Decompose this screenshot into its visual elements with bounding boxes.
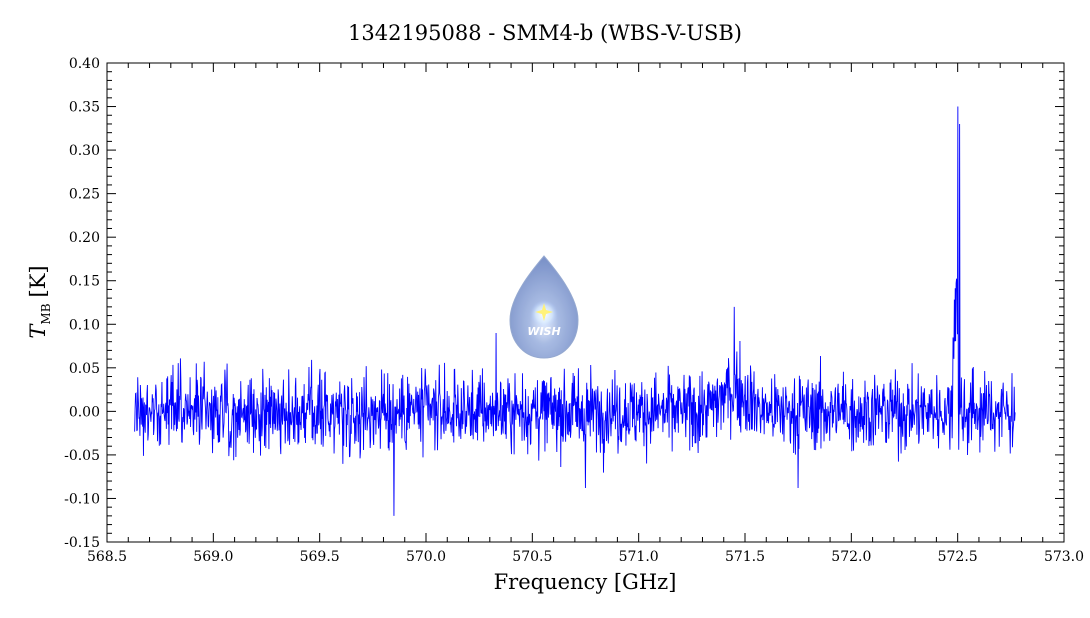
y-tick-label: -0.10 (64, 491, 100, 507)
spectrum-series (134, 106, 1016, 516)
y-tick-label: 0.40 (69, 56, 100, 72)
x-tick-label: 572.5 (938, 549, 978, 565)
x-tick-label: 573.0 (1044, 549, 1084, 565)
y-tick-label: -0.05 (64, 448, 100, 464)
y-axis-subscript: MB (39, 303, 53, 324)
x-tick-label: 570.5 (512, 549, 552, 565)
x-tick-label: 571.0 (619, 549, 659, 565)
wish-star-icon (535, 303, 553, 321)
spectrum-line (134, 106, 1016, 516)
wish-logo-text: WISH (527, 325, 560, 338)
y-axis-symbol: T (26, 323, 50, 339)
x-axis: 568.5 569.0 569.5 570.0 570.5 571.0 571.5 572.0… (87, 63, 1084, 565)
x-tick-label: 572.0 (831, 549, 871, 565)
y-tick-label: 0.35 (69, 100, 100, 116)
y-tick-label: 0.05 (69, 361, 100, 377)
x-axis-label: Frequency [GHz] (494, 570, 677, 594)
x-tick-label: 569.5 (300, 549, 340, 565)
y-tick-label: 0.15 (69, 274, 100, 290)
y-axis-label: TMB [K] (26, 265, 53, 338)
x-tick-label: 569.0 (193, 549, 233, 565)
wish-logo: WISH (509, 255, 579, 359)
chart-title: 1342195088 - SMM4-b (WBS-V-USB) (348, 21, 742, 45)
x-tick-label: 571.5 (725, 549, 765, 565)
y-tick-label: -0.15 (64, 535, 100, 551)
plot-frame (106, 62, 1065, 543)
y-tick-label: 0.25 (69, 187, 100, 203)
y-tick-label: 0.10 (69, 317, 100, 333)
y-tick-label: 0.00 (69, 404, 100, 420)
y-axis: -0.15 -0.10 -0.05 0.00 0.05 0.10 0.15 0.20 0.25 0… (64, 56, 1064, 551)
x-tick-label: 570.0 (406, 549, 446, 565)
y-axis-unit: [K] (26, 265, 50, 297)
y-tick-label: 0.30 (69, 143, 100, 159)
x-tick-label: 568.5 (87, 549, 127, 565)
svg-text:TMB[K]: TMB [K] (26, 265, 53, 338)
y-tick-label: 0.20 (69, 230, 100, 246)
